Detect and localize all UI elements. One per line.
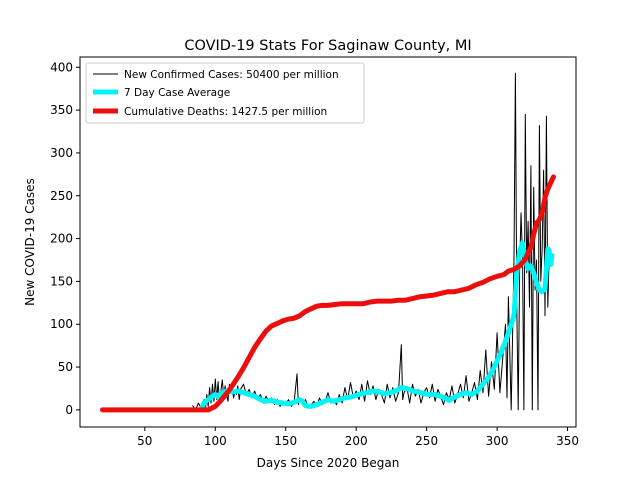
x-tick-label: 200 — [345, 434, 368, 448]
legend-label-7day-average: 7 Day Case Average — [124, 87, 230, 99]
x-tick-label: 350 — [556, 434, 579, 448]
x-tick-label: 150 — [274, 434, 297, 448]
legend-label-new-cases: New Confirmed Cases: 50400 per million — [124, 69, 339, 81]
seven-day-average-line — [198, 240, 555, 413]
y-tick-label: 0 — [65, 403, 73, 417]
y-tick-label: 350 — [50, 103, 73, 117]
x-tick-label: 50 — [137, 434, 152, 448]
cumulative-deaths-line — [100, 174, 556, 413]
y-tick-label: 250 — [50, 189, 73, 203]
plot-area — [100, 72, 556, 413]
y-tick-label: 100 — [50, 317, 73, 331]
plot-frame — [79, 56, 577, 428]
x-tick-label: 250 — [415, 434, 438, 448]
y-tick-label: 150 — [50, 274, 73, 288]
x-tick-label: 300 — [486, 434, 509, 448]
y-tick-label: 50 — [58, 360, 73, 374]
x-axis: 50 100 150 200 250 300 350 — [137, 427, 579, 448]
y-tick-label: 400 — [50, 60, 73, 74]
y-tick-label: 300 — [50, 146, 73, 160]
y-axis: 0 50 100 150 200 250 300 350 400 — [50, 60, 80, 417]
x-axis-label: Days Since 2020 Began — [257, 456, 400, 470]
y-tick-label: 200 — [50, 232, 73, 246]
x-tick-label: 100 — [204, 434, 227, 448]
legend-label-cumulative-deaths: Cumulative Deaths: 1427.5 per million — [124, 106, 327, 118]
y-axis-label: New COVID-19 Cases — [23, 178, 37, 306]
chart-title: COVID-19 Stats For Saginaw County, MI — [184, 38, 471, 54]
legend: New Confirmed Cases: 50400 per million 7… — [85, 62, 365, 124]
legend-box — [85, 62, 365, 124]
